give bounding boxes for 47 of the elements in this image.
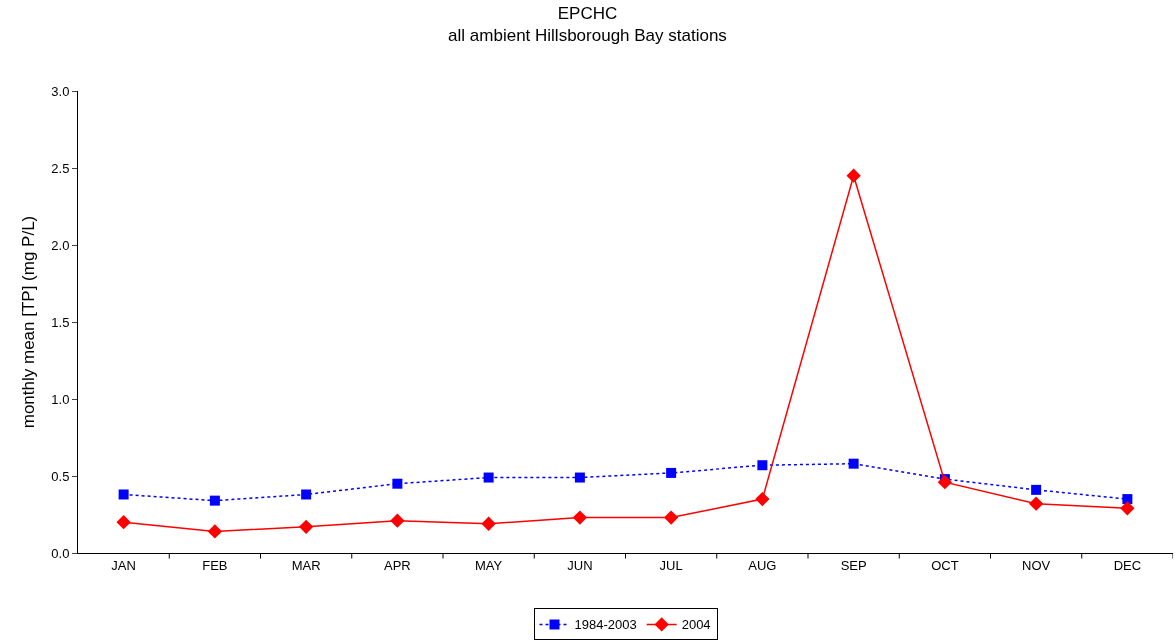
point [118, 489, 129, 500]
x-tick-label: NOV [1022, 557, 1051, 573]
point [207, 524, 223, 539]
x-tick-label: DEC [1113, 557, 1142, 573]
y-tick-label: 0.0 [51, 545, 70, 561]
point [846, 168, 861, 183]
legend-label: 2004 [681, 617, 711, 633]
point [392, 478, 403, 489]
point [755, 491, 770, 507]
x-tick-label: SEP [840, 557, 867, 573]
y-tick-label: 1.5 [51, 314, 70, 330]
point [663, 510, 679, 525]
point [848, 458, 859, 469]
point [1031, 484, 1042, 495]
point [1120, 501, 1135, 516]
x-tick-label: MAY [475, 557, 503, 573]
x-tick-label: JUL [659, 557, 683, 573]
point [1028, 496, 1044, 511]
point [483, 472, 494, 483]
chart-subtitle: all ambient Hillsborough Bay stations [448, 26, 727, 46]
point [298, 519, 314, 534]
point [209, 495, 220, 506]
y-tick-label: 3.0 [51, 83, 70, 99]
x-tick-label: OCT [931, 557, 959, 573]
x-tick-label: APR [384, 557, 411, 573]
legend-label: 1984-2003 [574, 617, 637, 633]
point [757, 460, 768, 471]
point [301, 489, 312, 500]
point [574, 472, 585, 483]
x-tick-label: JAN [111, 557, 136, 573]
point [1122, 494, 1133, 505]
point [390, 513, 405, 528]
y-tick-label: 2.5 [51, 160, 70, 176]
x-tick-label: AUG [748, 557, 777, 573]
point [572, 510, 588, 525]
point [481, 516, 496, 531]
chart-title: EPCHC [557, 4, 618, 24]
point [116, 515, 131, 530]
x-tick-label: FEB [202, 557, 228, 573]
point [666, 467, 677, 478]
y-tick-label: 1.0 [51, 391, 70, 407]
y-tick-label: 2.0 [51, 237, 70, 253]
point [937, 475, 953, 490]
x-tick-label: MAR [291, 557, 321, 573]
y-tick-label: 0.5 [51, 468, 70, 484]
y-axis-title: monthly mean [TP] (mg P/L) [19, 215, 38, 429]
x-tick-label: JUN [567, 557, 593, 573]
